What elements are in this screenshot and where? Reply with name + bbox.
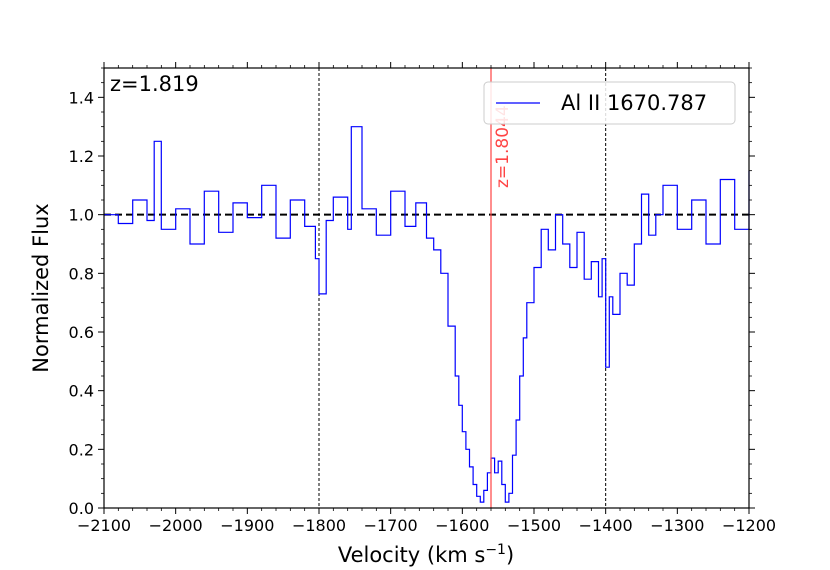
redshift-marker-label: z=1.8044: [493, 105, 513, 188]
y-tick-label: 1.2: [69, 147, 94, 166]
y-tick-label: 1.0: [69, 206, 94, 225]
series-layer: [104, 126, 750, 503]
x-tick-label: −1400: [579, 516, 633, 535]
x-tick-label: −1900: [220, 516, 274, 535]
x-tick-label: −1500: [507, 516, 561, 535]
x-tick-label: −1300: [650, 516, 704, 535]
legend-label: Al II 1670.787: [561, 91, 707, 115]
x-tick-label: −1700: [364, 516, 418, 535]
marker-layer: z=1.8044: [490, 68, 513, 508]
y-tick-label: 0.6: [69, 323, 94, 342]
x-tick-label: −1800: [292, 516, 346, 535]
y-tick-label: 0.2: [69, 440, 94, 459]
y-tick-label: 1.4: [69, 88, 94, 107]
legend-box: [483, 81, 736, 125]
redshift-annotation: z=1.819: [110, 72, 199, 96]
x-tick-label: −1200: [722, 516, 776, 535]
y-axis: 0.0 0.2 0.4 0.6 0.8 1.0 1.2 1.4: [69, 67, 755, 518]
x-tick-label: −2100: [77, 516, 131, 535]
x-tick-label: −1600: [435, 516, 489, 535]
plot-area: [104, 68, 749, 508]
x-axis-label: Velocity (km s−1): [338, 542, 514, 567]
x-axis: −2100 −2000 −1900 −1800 −1700 −1600 −1500 −1400…: [77, 62, 776, 535]
y-axis-label: Normalized Flux: [29, 203, 53, 372]
y-tick-label: 0.8: [69, 264, 94, 283]
y-tick-label: 0.4: [69, 382, 94, 401]
series-line-0: [104, 126, 750, 503]
legend: Al II 1670.787: [483, 81, 736, 125]
y-tick-label: 0.0: [69, 499, 94, 518]
x-tick-label: −2000: [149, 516, 203, 535]
